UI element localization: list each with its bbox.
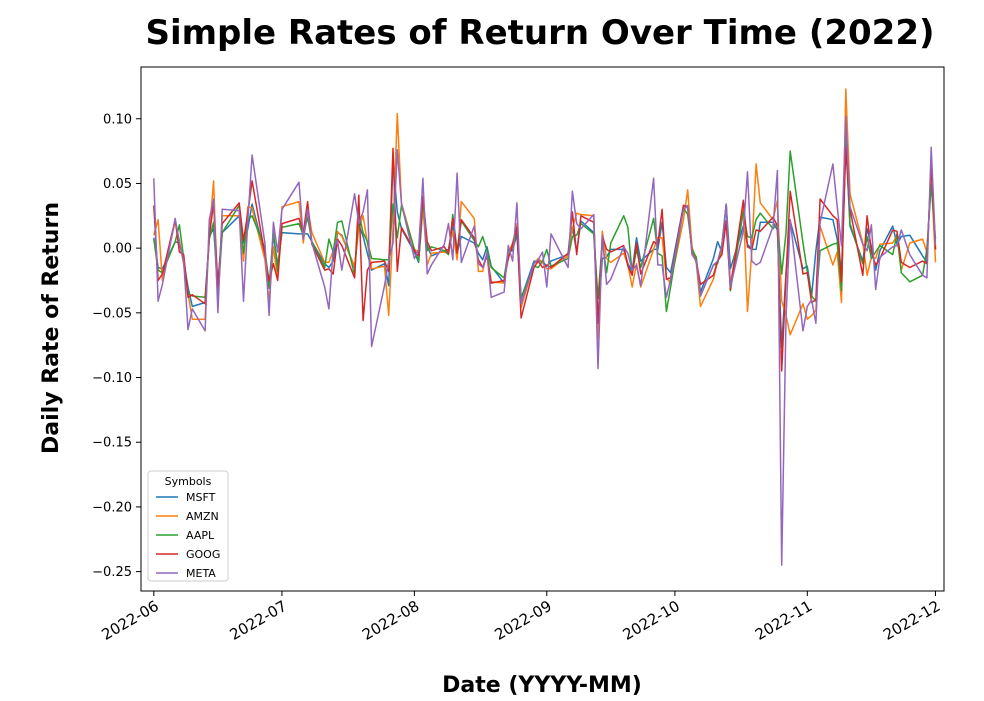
y-tick-label: 0.05 (103, 177, 132, 192)
x-axis-label: Date (YYYY-MM) (442, 673, 642, 698)
y-tick-label: −0.20 (92, 500, 132, 515)
legend-label-amzn: AMZN (186, 510, 219, 523)
legend-label-msft: MSFT (186, 491, 216, 504)
series-line-aapl (153, 133, 937, 313)
y-tick-label: −0.05 (92, 306, 132, 321)
x-tick-label: 2022-12 (880, 597, 943, 644)
chart-title: Simple Rates of Return Over Time (2022) (145, 13, 934, 53)
x-tick-label: 2022-08 (359, 597, 422, 644)
legend-label-goog: GOOG (186, 548, 220, 561)
series-line-meta (153, 115, 937, 566)
legend-label-aapl: AAPL (186, 529, 215, 542)
y-tick-label: −0.15 (92, 436, 132, 451)
x-tick-label: 2022-06 (99, 597, 162, 644)
x-tick-label: 2022-11 (752, 597, 815, 644)
legend-label-meta: META (186, 567, 216, 580)
y-tick-label: −0.25 (92, 565, 132, 580)
plot-area: 0.10 0.05 0.00 −0.05 −0.10 −0.15 −0.20 −0.25 202… (92, 66, 945, 644)
y-tick-label: 0.00 (103, 242, 132, 257)
plot-frame (140, 66, 945, 592)
legend-title: Symbols (165, 475, 212, 488)
y-tick-label: 0.10 (103, 112, 132, 127)
x-tick-label: 2022-10 (620, 597, 683, 644)
y-axis-label: Daily Rate of Return (39, 202, 64, 454)
x-tick-label: 2022-07 (227, 597, 290, 644)
y-tick-label: −0.10 (92, 371, 132, 386)
series-line-amzn (153, 88, 937, 340)
x-tick-label: 2022-09 (491, 597, 554, 644)
